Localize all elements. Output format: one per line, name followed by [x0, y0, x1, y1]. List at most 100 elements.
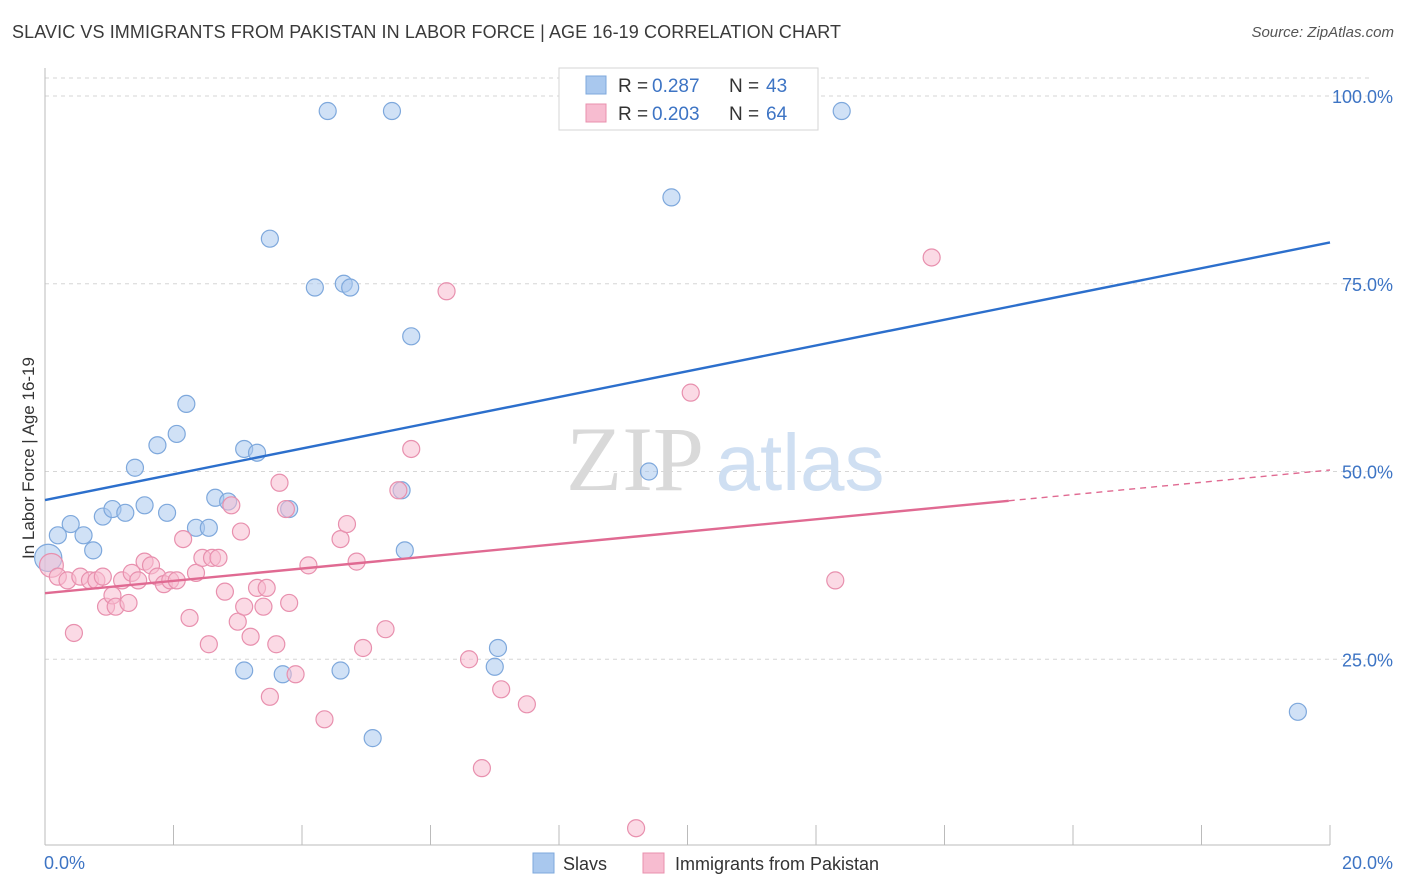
point-series1-41	[280, 593, 299, 613]
trend-line-series0	[44, 241, 1331, 502]
point-series0-7	[116, 503, 135, 522]
point-series1-35	[254, 597, 273, 616]
point-series0-9	[135, 496, 154, 515]
point-series1-30	[228, 612, 247, 631]
point-series0-4	[84, 541, 103, 560]
point-series1-28	[215, 582, 234, 601]
trend-extension-series1	[1008, 469, 1331, 502]
point-series1-22	[180, 608, 199, 628]
point-series1-45	[331, 529, 350, 549]
point-series0-1	[48, 526, 67, 545]
point-series0-15	[199, 518, 218, 537]
point-series1-53	[459, 650, 479, 669]
series-legend-swatch-1	[642, 852, 665, 874]
point-series1-43	[299, 556, 318, 575]
point-series0-36	[639, 462, 659, 481]
point-series0-30	[382, 101, 402, 121]
stats-legend-swatch-1	[585, 103, 607, 123]
point-series1-59	[826, 571, 845, 590]
point-series0-21	[260, 229, 279, 248]
point-series0-18	[235, 661, 254, 680]
y-axis-title: In Labor Force | Age 16-19	[19, 357, 38, 559]
point-series0-29	[363, 729, 382, 748]
point-series1-32	[235, 597, 254, 616]
point-series0-35	[488, 638, 508, 658]
point-series1-31	[231, 522, 251, 541]
point-series1-12	[119, 593, 138, 613]
point-series1-54	[472, 759, 491, 778]
point-series1-14	[129, 571, 148, 590]
y-tick-label-0: 100.0%	[1332, 87, 1393, 107]
watermark: ZIP atlas	[566, 408, 884, 510]
point-series0-41	[1288, 702, 1307, 721]
point-series1-51	[402, 439, 421, 459]
grid-lines	[45, 77, 1370, 660]
stats-r-label-1: R =	[618, 104, 648, 125]
point-series0-3	[74, 526, 93, 545]
point-series1-55	[492, 680, 511, 699]
point-series1-27	[209, 548, 228, 567]
point-series1-29	[222, 496, 241, 515]
series-legend-swatch-0	[532, 852, 555, 874]
point-series0-32	[395, 541, 414, 560]
stats-legend: R = 0.287 N = 43 R = 0.203 N = 64	[558, 67, 819, 131]
point-series1-36	[257, 578, 276, 598]
watermark-atlas: atlas	[716, 418, 885, 507]
point-series1-42	[286, 665, 305, 684]
trend-line-series1	[44, 499, 1009, 595]
x-tick-labels: 0.0% 20.0%	[44, 853, 1393, 873]
point-series1-52	[437, 282, 456, 301]
series-legend-label-1: Immigrants from Pakistan	[675, 854, 879, 874]
y-tick-label-1: 75.0%	[1342, 275, 1393, 295]
watermark-zip: ZIP	[566, 408, 704, 510]
point-series1-38	[267, 635, 286, 654]
stats-n-label-0: N =	[729, 76, 759, 97]
point-series0-13	[177, 394, 196, 414]
series-legend: Slavs Immigrants from Pakistan	[532, 852, 879, 874]
stats-r-value-0: 0.287	[652, 76, 700, 97]
point-series0-12	[167, 424, 186, 444]
point-series0-11	[157, 503, 177, 522]
point-series0-2	[61, 514, 80, 534]
point-series1-46	[337, 514, 357, 534]
point-series1-7	[93, 567, 112, 586]
x-tick-label-1: 20.0%	[1342, 853, 1393, 873]
point-series1-25	[199, 635, 218, 654]
point-series0-28	[341, 278, 360, 297]
trend-lines	[44, 241, 1331, 595]
point-series1-50	[389, 481, 408, 500]
point-series0-34	[485, 657, 504, 676]
stats-n-label-1: N =	[729, 104, 759, 125]
chart-title: SLAVIC VS IMMIGRANTS FROM PAKISTAN IN LA…	[12, 22, 842, 42]
point-series1-56	[517, 695, 536, 714]
y-tick-label-3: 25.0%	[1342, 650, 1393, 670]
point-series0-24	[305, 278, 324, 297]
point-series0-25	[318, 101, 337, 121]
point-series0-10	[148, 436, 167, 455]
series-legend-label-0: Slavs	[563, 854, 607, 874]
point-series0-26	[331, 661, 350, 680]
point-series1-40	[276, 499, 296, 519]
point-series1-57	[626, 819, 646, 838]
y-tick-labels: 100.0% 75.0% 50.0% 25.0%	[1332, 87, 1393, 670]
stats-n-value-0: 43	[766, 76, 787, 97]
point-series1-58	[681, 383, 700, 402]
source-credit: Source: ZipAtlas.com	[1251, 24, 1394, 41]
point-series0-38	[662, 188, 681, 207]
y-tick-label-2: 50.0%	[1342, 463, 1393, 483]
point-series1-48	[353, 638, 373, 658]
point-series0-8	[125, 458, 145, 477]
point-series1-21	[174, 529, 193, 549]
point-series1-49	[376, 620, 395, 639]
point-series0-33	[402, 327, 421, 346]
point-series1-60	[922, 248, 941, 267]
x-tick-label-0: 0.0%	[44, 853, 85, 873]
stats-legend-swatch-0	[585, 75, 607, 95]
point-series1-3	[64, 623, 84, 643]
axes	[44, 68, 1331, 846]
point-series0-40	[832, 101, 851, 121]
stats-r-label-0: R =	[618, 76, 648, 97]
point-series1-39	[270, 473, 289, 492]
stats-n-value-1: 64	[766, 104, 788, 125]
